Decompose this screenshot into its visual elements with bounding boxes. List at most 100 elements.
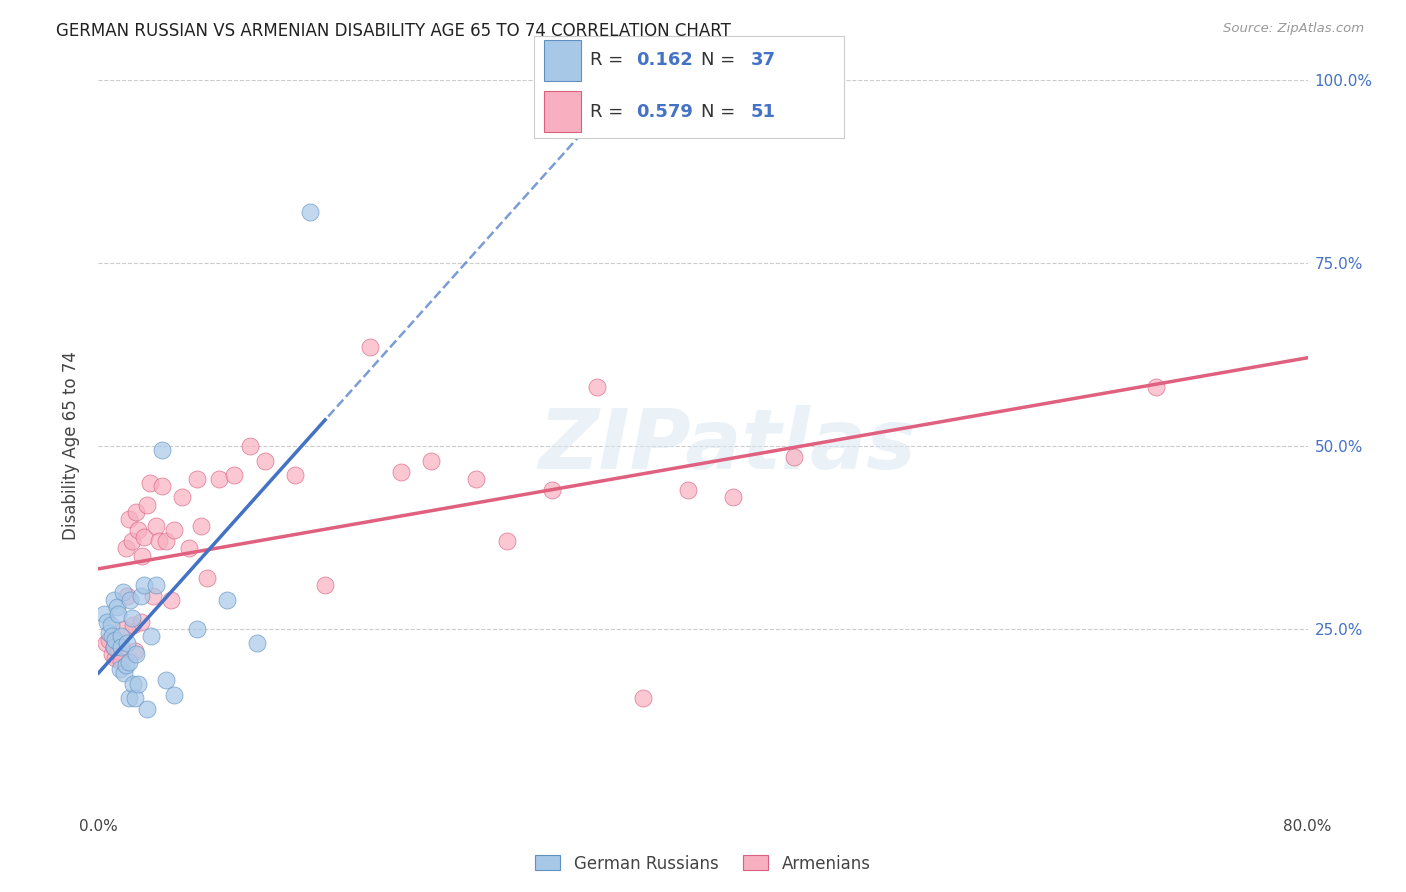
Point <box>104 632 127 647</box>
Point <box>118 691 141 706</box>
Point <box>284 468 307 483</box>
Point <box>155 673 177 687</box>
Point <box>94 636 117 650</box>
Point <box>129 589 152 603</box>
Point <box>101 648 124 662</box>
Point <box>723 490 745 504</box>
Point <box>132 578 155 592</box>
Point <box>145 519 167 533</box>
Point <box>118 655 141 669</box>
Point <box>253 453 276 467</box>
Point <box>631 691 654 706</box>
Point <box>389 465 412 479</box>
Point <box>148 534 170 549</box>
Point <box>103 592 125 607</box>
Point <box>783 450 806 464</box>
Point <box>120 592 142 607</box>
Text: 37: 37 <box>751 52 776 70</box>
Text: N =: N = <box>702 52 741 70</box>
Text: Source: ZipAtlas.com: Source: ZipAtlas.com <box>1223 22 1364 36</box>
Legend: German Russians, Armenians: German Russians, Armenians <box>529 848 877 880</box>
Text: R =: R = <box>591 103 628 120</box>
Text: 0.579: 0.579 <box>637 103 693 120</box>
Point <box>110 629 132 643</box>
Point <box>1144 380 1167 394</box>
Text: ZIPatlas: ZIPatlas <box>538 406 917 486</box>
Point <box>139 475 162 490</box>
Text: 0.162: 0.162 <box>637 52 693 70</box>
Point <box>115 589 138 603</box>
Point <box>112 665 135 680</box>
Point <box>540 483 562 497</box>
Point <box>111 585 134 599</box>
Point <box>420 453 443 467</box>
Point <box>98 632 121 647</box>
Point <box>104 651 127 665</box>
FancyBboxPatch shape <box>544 91 581 132</box>
Point <box>150 442 173 457</box>
Point <box>215 592 238 607</box>
Point <box>160 592 183 607</box>
Point <box>299 205 322 219</box>
Point <box>224 468 246 483</box>
Text: R =: R = <box>591 52 628 70</box>
Point <box>118 512 141 526</box>
Point <box>121 611 143 625</box>
Point <box>586 380 609 394</box>
FancyBboxPatch shape <box>544 40 581 81</box>
Point <box>314 578 336 592</box>
Point <box>103 640 125 655</box>
Point <box>186 472 208 486</box>
Point <box>107 644 129 658</box>
Point <box>179 541 201 556</box>
Point <box>155 534 177 549</box>
Point <box>124 644 146 658</box>
Point <box>101 629 124 643</box>
Point <box>195 571 218 585</box>
Point <box>129 615 152 629</box>
Point <box>360 340 382 354</box>
Point <box>93 607 115 622</box>
Point <box>170 490 193 504</box>
Point <box>127 676 149 690</box>
Point <box>122 676 145 690</box>
Point <box>125 505 148 519</box>
Point <box>186 622 208 636</box>
Point <box>103 640 125 655</box>
Point <box>96 615 118 629</box>
Text: N =: N = <box>702 103 741 120</box>
Point <box>163 523 186 537</box>
Point <box>105 599 128 614</box>
Point <box>107 607 129 622</box>
Text: GERMAN RUSSIAN VS ARMENIAN DISABILITY AGE 65 TO 74 CORRELATION CHART: GERMAN RUSSIAN VS ARMENIAN DISABILITY AG… <box>56 22 731 40</box>
Point <box>110 655 132 669</box>
Point <box>122 618 145 632</box>
Point <box>145 578 167 592</box>
Point <box>246 636 269 650</box>
Point <box>125 648 148 662</box>
Point <box>141 629 163 643</box>
Y-axis label: Disability Age 65 to 74: Disability Age 65 to 74 <box>62 351 80 541</box>
Point <box>114 658 136 673</box>
Point <box>98 625 121 640</box>
Point <box>112 622 135 636</box>
Point <box>131 549 153 563</box>
Point <box>135 702 157 716</box>
Point <box>121 534 143 549</box>
Point <box>142 589 165 603</box>
Point <box>495 534 517 549</box>
Point <box>124 691 146 706</box>
Point <box>163 688 186 702</box>
Point <box>110 640 132 655</box>
Text: 51: 51 <box>751 103 776 120</box>
Point <box>465 472 488 486</box>
Point <box>127 523 149 537</box>
Point <box>132 530 155 544</box>
Point <box>114 541 136 556</box>
Point <box>115 636 138 650</box>
Point <box>190 519 212 533</box>
Point <box>239 439 262 453</box>
Point <box>135 498 157 512</box>
Point <box>676 483 699 497</box>
Point <box>108 662 131 676</box>
